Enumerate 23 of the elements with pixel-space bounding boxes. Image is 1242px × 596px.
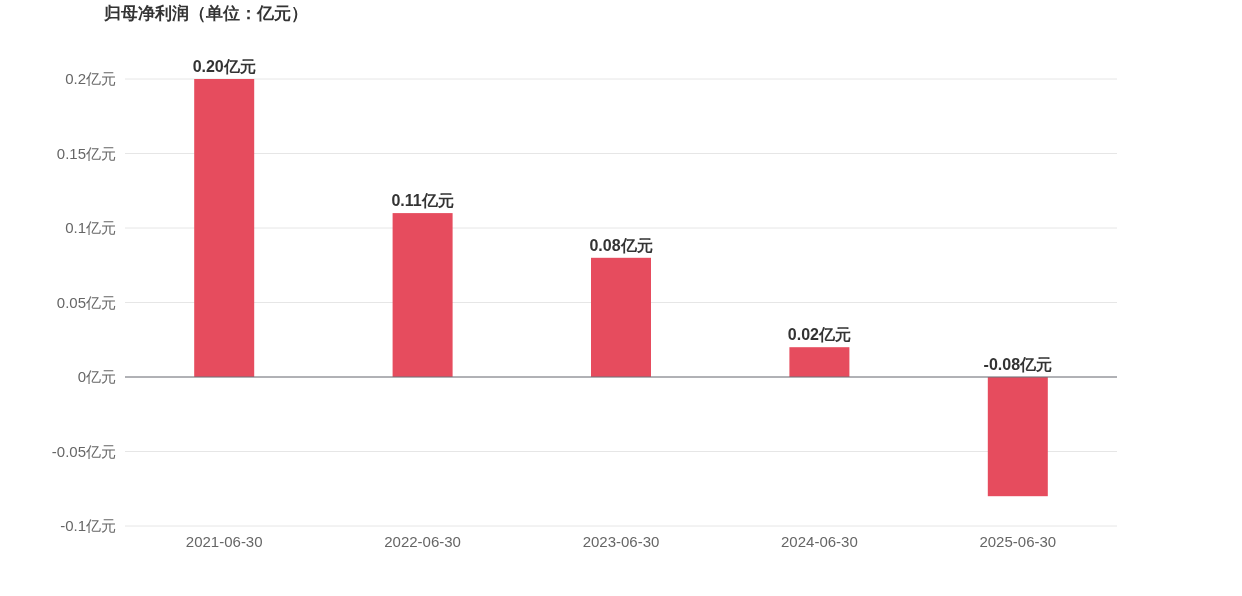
data-label: 0.02亿元 (787, 326, 851, 344)
bar (591, 257, 651, 377)
data-label: 0.08亿元 (589, 236, 653, 254)
y-tick-label: 0.2亿元 (65, 70, 116, 87)
bar (392, 213, 453, 377)
x-tick-label: 2022-06-30 (384, 533, 461, 550)
x-tick-label: 2023-06-30 (582, 533, 660, 550)
y-tick-label: 0.05亿元 (56, 293, 116, 311)
bar (987, 377, 1048, 497)
x-tick-label: 2025-06-30 (979, 533, 1057, 550)
x-tick-label: 2024-06-30 (781, 533, 858, 550)
x-tick-label: 2021-06-30 (185, 533, 263, 550)
data-label: 0.11亿元 (391, 192, 454, 210)
y-tick-label: -0.05亿元 (51, 442, 116, 460)
data-label: -0.08亿元 (983, 356, 1053, 373)
y-tick-label: 0.15亿元 (56, 144, 116, 162)
y-tick-label: -0.1亿元 (60, 517, 116, 534)
data-label: 0.20亿元 (192, 58, 256, 75)
y-tick-label: 0亿元 (77, 368, 116, 385)
bar (194, 79, 255, 377)
chart-title: 归母净利润（单位：亿元） (103, 4, 308, 23)
y-tick-label: 0.1亿元 (65, 219, 116, 236)
bar (789, 347, 850, 377)
